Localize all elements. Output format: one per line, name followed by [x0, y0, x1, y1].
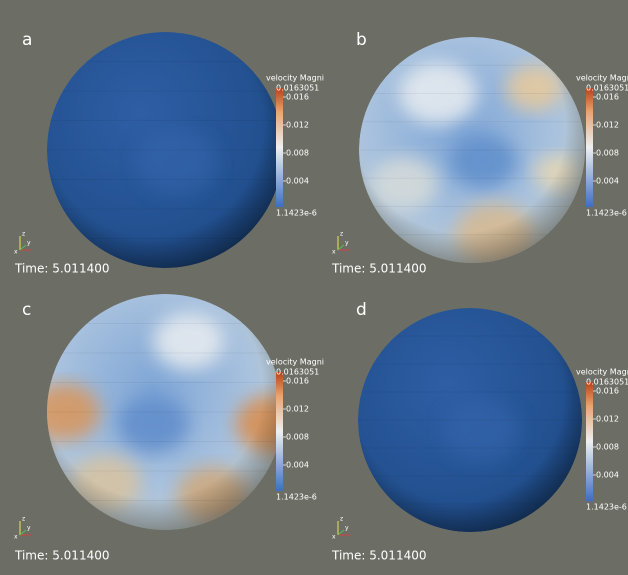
colorbar-min: 1.1423e-6 — [586, 503, 627, 512]
sphere — [359, 37, 585, 263]
colorbar — [586, 88, 593, 207]
colorbar-tick-label: 0.012 — [286, 405, 309, 414]
colorbar — [276, 88, 283, 207]
sphere — [47, 32, 283, 268]
colorbar-min: 1.1423e-6 — [276, 209, 317, 218]
colorbar-tick-label: 0.004 — [286, 177, 309, 186]
axis-label: z — [340, 231, 343, 238]
axis-label: y — [27, 240, 31, 247]
axis-y — [337, 529, 345, 536]
axis-label: x — [332, 534, 336, 541]
axis-y — [337, 244, 345, 251]
axis-label: x — [14, 534, 18, 541]
colorbar-tick-label: 0.004 — [596, 177, 619, 186]
time-label: Time: 5.011400 — [14, 262, 109, 276]
colorbar-max: 0.0163051 — [586, 378, 628, 387]
time-label: Time: 5.011400 — [14, 549, 109, 563]
sphere-shade — [358, 308, 582, 532]
panel-label: b — [356, 30, 367, 50]
time-label: Time: 5.011400 — [331, 549, 426, 563]
axis-label: z — [340, 516, 343, 523]
axis-label: z — [22, 231, 25, 238]
panel-label: d — [356, 300, 367, 320]
colorbar-min: 1.1423e-6 — [276, 493, 317, 502]
colorbar-tick-label: 0.008 — [286, 149, 309, 158]
sphere-shade — [47, 294, 283, 530]
axis-label: z — [22, 516, 25, 523]
colorbar-tick-label: 0.012 — [286, 121, 309, 130]
panel-label: a — [22, 30, 32, 50]
sphere-shade — [47, 32, 283, 268]
panel-label: c — [22, 300, 31, 320]
colorbar-tick-label: 0.008 — [596, 149, 619, 158]
colorbar-max: 0.0163051 — [276, 84, 319, 93]
colorbar-tick-label: 0.012 — [596, 121, 619, 130]
colorbar-max: 0.0163051 — [586, 84, 628, 93]
sphere-shade — [359, 37, 585, 263]
colorbar-max: 0.0163051 — [276, 368, 319, 377]
time-label: Time: 5.011400 — [331, 262, 426, 276]
colorbar-tick-label: 0.016 — [286, 377, 309, 386]
colorbar-tick-label: 0.012 — [596, 415, 619, 424]
axis-y — [19, 244, 27, 251]
colorbar — [276, 372, 283, 491]
colorbar-title: velocity Magni — [576, 74, 628, 83]
axis-label: x — [332, 249, 336, 256]
colorbar-title: velocity Magni — [266, 358, 324, 367]
colorbar — [586, 382, 593, 501]
colorbar-title: velocity Magni — [266, 74, 324, 83]
colorbar-tick-label: 0.004 — [596, 471, 619, 480]
axis-y — [19, 529, 27, 536]
axis-label: x — [14, 249, 18, 256]
colorbar-tick-label: 0.016 — [596, 387, 619, 396]
colorbar-tick-label: 0.016 — [596, 93, 619, 102]
axis-label: y — [27, 525, 31, 532]
colorbar-title: velocity Magni — [576, 368, 628, 377]
colorbar-tick-label: 0.008 — [286, 433, 309, 442]
colorbar-tick-label: 0.016 — [286, 93, 309, 102]
axis-label: y — [345, 525, 349, 532]
colorbar-min: 1.1423e-6 — [586, 209, 627, 218]
colorbar-tick-label: 0.008 — [596, 443, 619, 452]
axis-label: y — [345, 240, 349, 247]
sphere — [358, 308, 582, 532]
sphere — [47, 294, 283, 530]
colorbar-tick-label: 0.004 — [286, 461, 309, 470]
